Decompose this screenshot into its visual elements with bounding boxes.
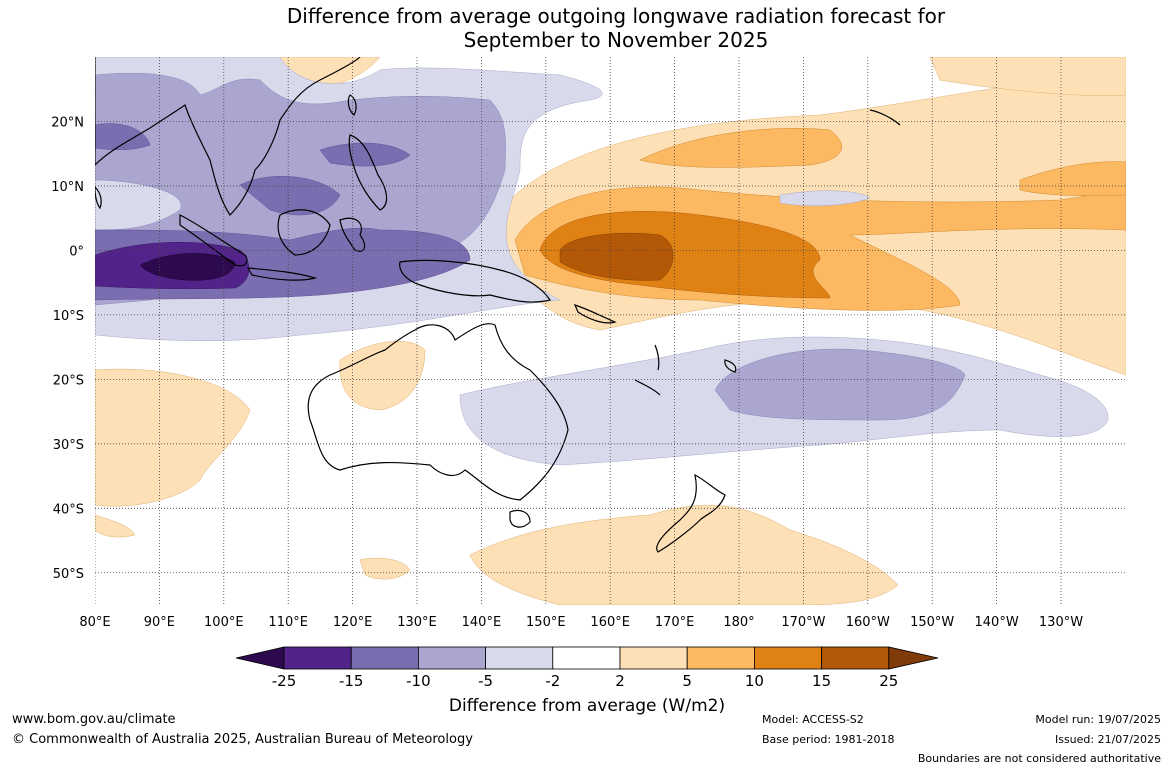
- anomaly-region-neg10-neg15: [95, 123, 151, 151]
- longitude-label: 140°W: [975, 615, 1019, 630]
- coastline-sri-lanka: [95, 186, 102, 210]
- colorbar-swatch: [485, 646, 554, 670]
- anomaly-region-2-5: [95, 514, 136, 538]
- latitude-label: 0°: [69, 244, 84, 259]
- latitude-labels: 20°N 10°N 0° 10°S 20°S 30°S 40°S 50°S: [51, 115, 84, 581]
- colorbar-tick-label: -10: [406, 672, 431, 690]
- colorbar: [235, 646, 939, 670]
- source-url: www.bom.gov.au/climate: [12, 712, 176, 727]
- latitude-label: 20°S: [53, 373, 84, 388]
- coastline-sulawesi: [339, 217, 366, 252]
- colorbar-swatch: [552, 646, 621, 670]
- longitude-label: 130°W: [1039, 615, 1083, 630]
- coastline-new-guinea: [399, 259, 551, 303]
- longitude-label: 150°E: [526, 615, 566, 630]
- longitude-label: 150°W: [910, 615, 954, 630]
- coastline-fiji: [724, 359, 737, 373]
- colorbar-tick-label: 15: [812, 672, 831, 690]
- map-title-line2: September to November 2025: [463, 28, 769, 52]
- anomaly-region-2-5: [339, 341, 426, 411]
- coastline-vanuatu: [654, 344, 660, 371]
- colorbar-swatch: [350, 646, 419, 670]
- anomaly-region-5-10: [1019, 161, 1126, 197]
- boundaries-disclaimer: Boundaries are not considered authoritat…: [917, 752, 1161, 765]
- longitude-label: 80°E: [79, 615, 110, 630]
- longitude-label: 170°E: [655, 615, 695, 630]
- longitude-label: 160°W: [846, 615, 890, 630]
- colorbar-tick-label: -15: [339, 672, 364, 690]
- colorbar-swatch: [686, 646, 755, 670]
- colorbar-arrow-high: [888, 646, 939, 670]
- graticule: [95, 57, 1126, 605]
- colorbar-tick-label: 2: [615, 672, 625, 690]
- anomaly-region-5-10: [639, 128, 842, 168]
- anomaly-region-neg2-neg5: [779, 190, 871, 206]
- longitude-label: 100°E: [204, 615, 244, 630]
- longitude-label: 140°E: [462, 615, 502, 630]
- coastline-australia: [307, 323, 569, 501]
- anomaly-region-15-25: [559, 232, 674, 281]
- coastline-asia: [95, 57, 361, 216]
- anomaly-region-2-5: [95, 368, 251, 507]
- issued-date: Issued: 21/07/2025: [1054, 733, 1161, 746]
- coastline-new-caledonia: [634, 379, 661, 396]
- colorbar-label: Difference from average (W/m2): [448, 696, 726, 716]
- model-name: Model: ACCESS-S2: [762, 713, 864, 726]
- coastlines: [95, 57, 901, 553]
- copyright-notice: © Commonwealth of Australia 2025, Austra…: [12, 732, 473, 747]
- anomaly-region-below-neg25: [139, 253, 236, 281]
- latitude-label: 10°S: [53, 309, 84, 324]
- anomaly-region-2-5: [929, 57, 1126, 96]
- latitude-label: 20°N: [51, 115, 84, 130]
- colorbar-tick-labels: -25 -15 -10 -5 -2 2 5 10 15 25: [272, 672, 899, 690]
- longitude-labels: 80°E 90°E 100°E 110°E 120°E 130°E 140°E 150°E 16…: [79, 615, 1083, 630]
- longitude-label: 180°: [723, 615, 754, 630]
- anomaly-region-2-5: [469, 504, 899, 605]
- anomaly-region-neg5-neg10: [714, 348, 966, 421]
- coastline-tasmania: [509, 509, 531, 528]
- colorbar-tick-label: -2: [545, 672, 560, 690]
- anomaly-region-neg10-neg15: [319, 142, 411, 167]
- colorbar-swatch: [619, 646, 688, 670]
- colorbar-tick-label: 25: [879, 672, 898, 690]
- coastline-taiwan: [347, 94, 357, 116]
- longitude-label: 130°E: [397, 615, 437, 630]
- colorbar-tick-label: -5: [478, 672, 493, 690]
- colorbar-swatch: [821, 646, 890, 670]
- colorbar-swatch: [417, 646, 486, 670]
- coastline-solomons: [573, 304, 617, 324]
- longitude-label: 110°E: [268, 615, 308, 630]
- colorbar-tick-label: -25: [272, 672, 297, 690]
- longitude-label: 120°E: [333, 615, 373, 630]
- coastline-java: [246, 267, 318, 281]
- latitude-label: 50°S: [53, 567, 84, 582]
- map-title-line1: Difference from average outgoing longwav…: [286, 4, 946, 28]
- base-period: Base period: 1981-2018: [762, 733, 895, 746]
- coastline-philippines: [348, 134, 388, 211]
- latitude-label: 10°N: [51, 180, 84, 195]
- colorbar-arrow-low: [235, 646, 285, 670]
- latitude-label: 30°S: [53, 438, 84, 453]
- longitude-label: 170°W: [781, 615, 825, 630]
- anomaly-region-2-5: [359, 557, 411, 580]
- latitude-label: 40°S: [53, 502, 84, 517]
- coastline-new-zealand: [656, 473, 726, 553]
- colorbar-swatch: [283, 646, 352, 670]
- colorbar-tick-label: 10: [745, 672, 764, 690]
- longitude-label: 90°E: [144, 615, 175, 630]
- coastline-hawaii: [869, 109, 901, 126]
- anomaly-field: [95, 57, 1126, 605]
- coastline-sumatra: [179, 214, 248, 267]
- coastline-borneo: [277, 209, 331, 256]
- longitude-label: 160°E: [590, 615, 630, 630]
- colorbar-swatch: [754, 646, 823, 670]
- model-run-date: Model run: 19/07/2025: [1035, 713, 1161, 726]
- map-title: Difference from average outgoing longwav…: [0, 4, 1173, 52]
- colorbar-tick-label: 5: [682, 672, 692, 690]
